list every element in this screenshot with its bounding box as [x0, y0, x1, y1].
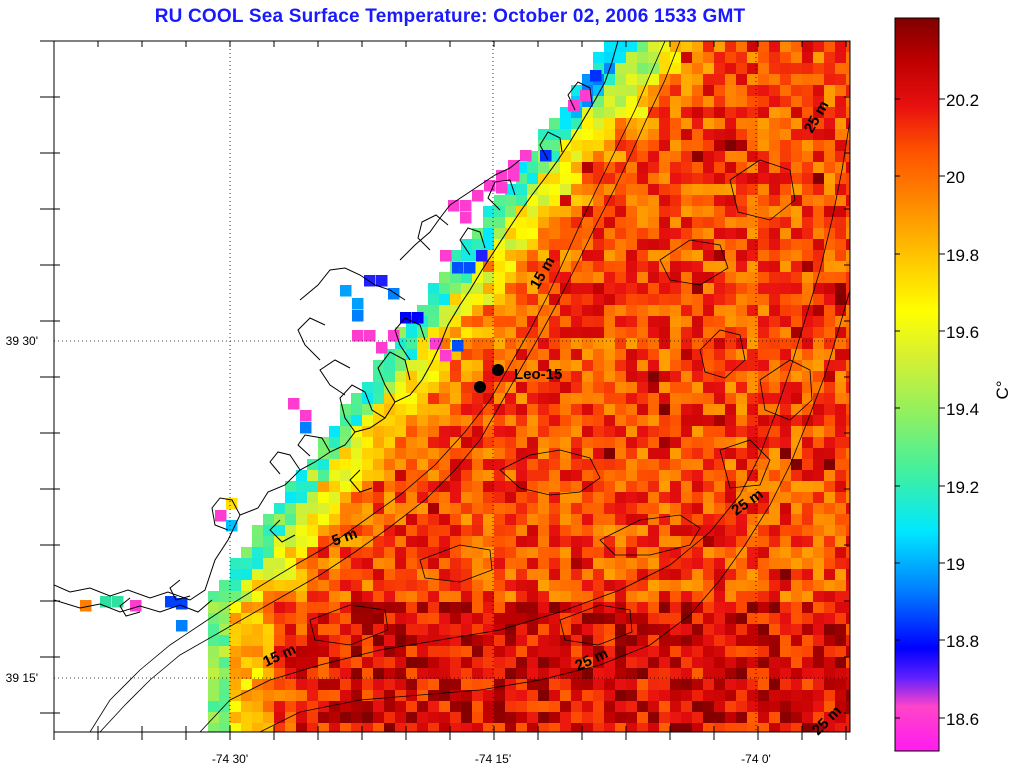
x-tick-label: -74 30' — [212, 752, 248, 766]
colorbar-tick-label: 19.2 — [946, 478, 979, 497]
colorbar-tick-label: 19.8 — [946, 246, 979, 265]
colorbar-tick-label: 19.6 — [946, 323, 979, 342]
station-marker — [474, 381, 486, 393]
colorbar-tick-label: 19.4 — [946, 400, 979, 419]
graticule — [54, 41, 850, 732]
coastline — [54, 41, 619, 617]
colorbar-ticks — [895, 98, 945, 719]
y-tick-label: 39 30' — [6, 334, 38, 348]
map-title: RU COOL Sea Surface Temperature: October… — [154, 6, 746, 27]
leo15-station: Leo-15 — [474, 364, 562, 393]
x-tick-label: -74 0' — [741, 752, 771, 766]
colorbar-tick-label: 19 — [946, 555, 965, 574]
colorbar-unit-label: C° — [993, 380, 1012, 399]
station-marker — [492, 364, 504, 376]
station-label: Leo-15 — [514, 366, 562, 383]
axis-ticks — [40, 40, 850, 740]
sst-raster — [80, 41, 850, 732]
x-tick-label: -74 15' — [475, 752, 511, 766]
colorbar: 20.2 20 19.8 19.6 19.4 19.2 19 18.8 18.6… — [894, 17, 1012, 752]
colorbar-tick-label: 18.8 — [946, 632, 979, 651]
colorbar-tick-label: 20.2 — [946, 91, 979, 110]
map-frame — [53, 40, 851, 733]
colorbar-tick-label: 20 — [946, 168, 965, 187]
depth-contours — [89, 41, 850, 732]
y-tick-label: 39 15' — [6, 671, 38, 685]
colorbar-tick-label: 18.6 — [946, 710, 979, 729]
colorbar-gradient — [894, 17, 940, 752]
